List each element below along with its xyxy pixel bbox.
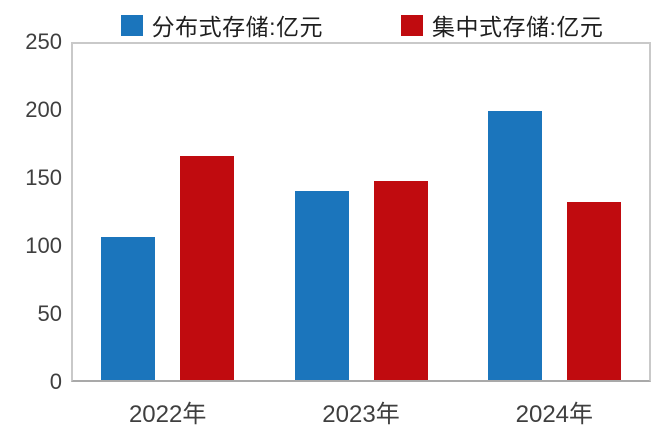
y-tick-label: 100 — [25, 233, 62, 258]
plot-area — [71, 42, 651, 382]
legend-item-distributed-storage: 分布式存储:亿元 — [120, 8, 323, 42]
y-tick-label: 250 — [25, 29, 62, 54]
chart-bar-red-2022年 — [180, 155, 235, 380]
y-tick-label: 50 — [37, 301, 62, 326]
y-tick-label: 0 — [49, 369, 62, 394]
chart-bar-red-2024年 — [566, 201, 621, 380]
legend-label-centralized-storage: 集中式存储:亿元 — [432, 14, 604, 40]
x-tick-label: 2024年 — [515, 401, 594, 428]
chart-bar-blue-2023年 — [294, 190, 349, 380]
legend-item-centralized-storage: 集中式存储:亿元 — [401, 8, 603, 42]
chart-bar-blue-2024年 — [487, 110, 542, 380]
x-tick-label: 2022年 — [128, 401, 207, 428]
legend: 分布式存储:亿元 集中式存储:亿元 — [32, 8, 660, 42]
legend-label-distributed-storage: 分布式存储:亿元 — [151, 14, 323, 40]
legend-swatch-red — [401, 14, 423, 36]
x-tick-label: 2023年 — [322, 401, 400, 428]
chart-bar-blue-2022年 — [101, 237, 156, 380]
y-tick-label: 150 — [25, 165, 62, 190]
legend-swatch-blue — [120, 14, 143, 36]
chart-bar-red-2023年 — [373, 181, 428, 380]
y-tick-label: 200 — [25, 97, 62, 122]
